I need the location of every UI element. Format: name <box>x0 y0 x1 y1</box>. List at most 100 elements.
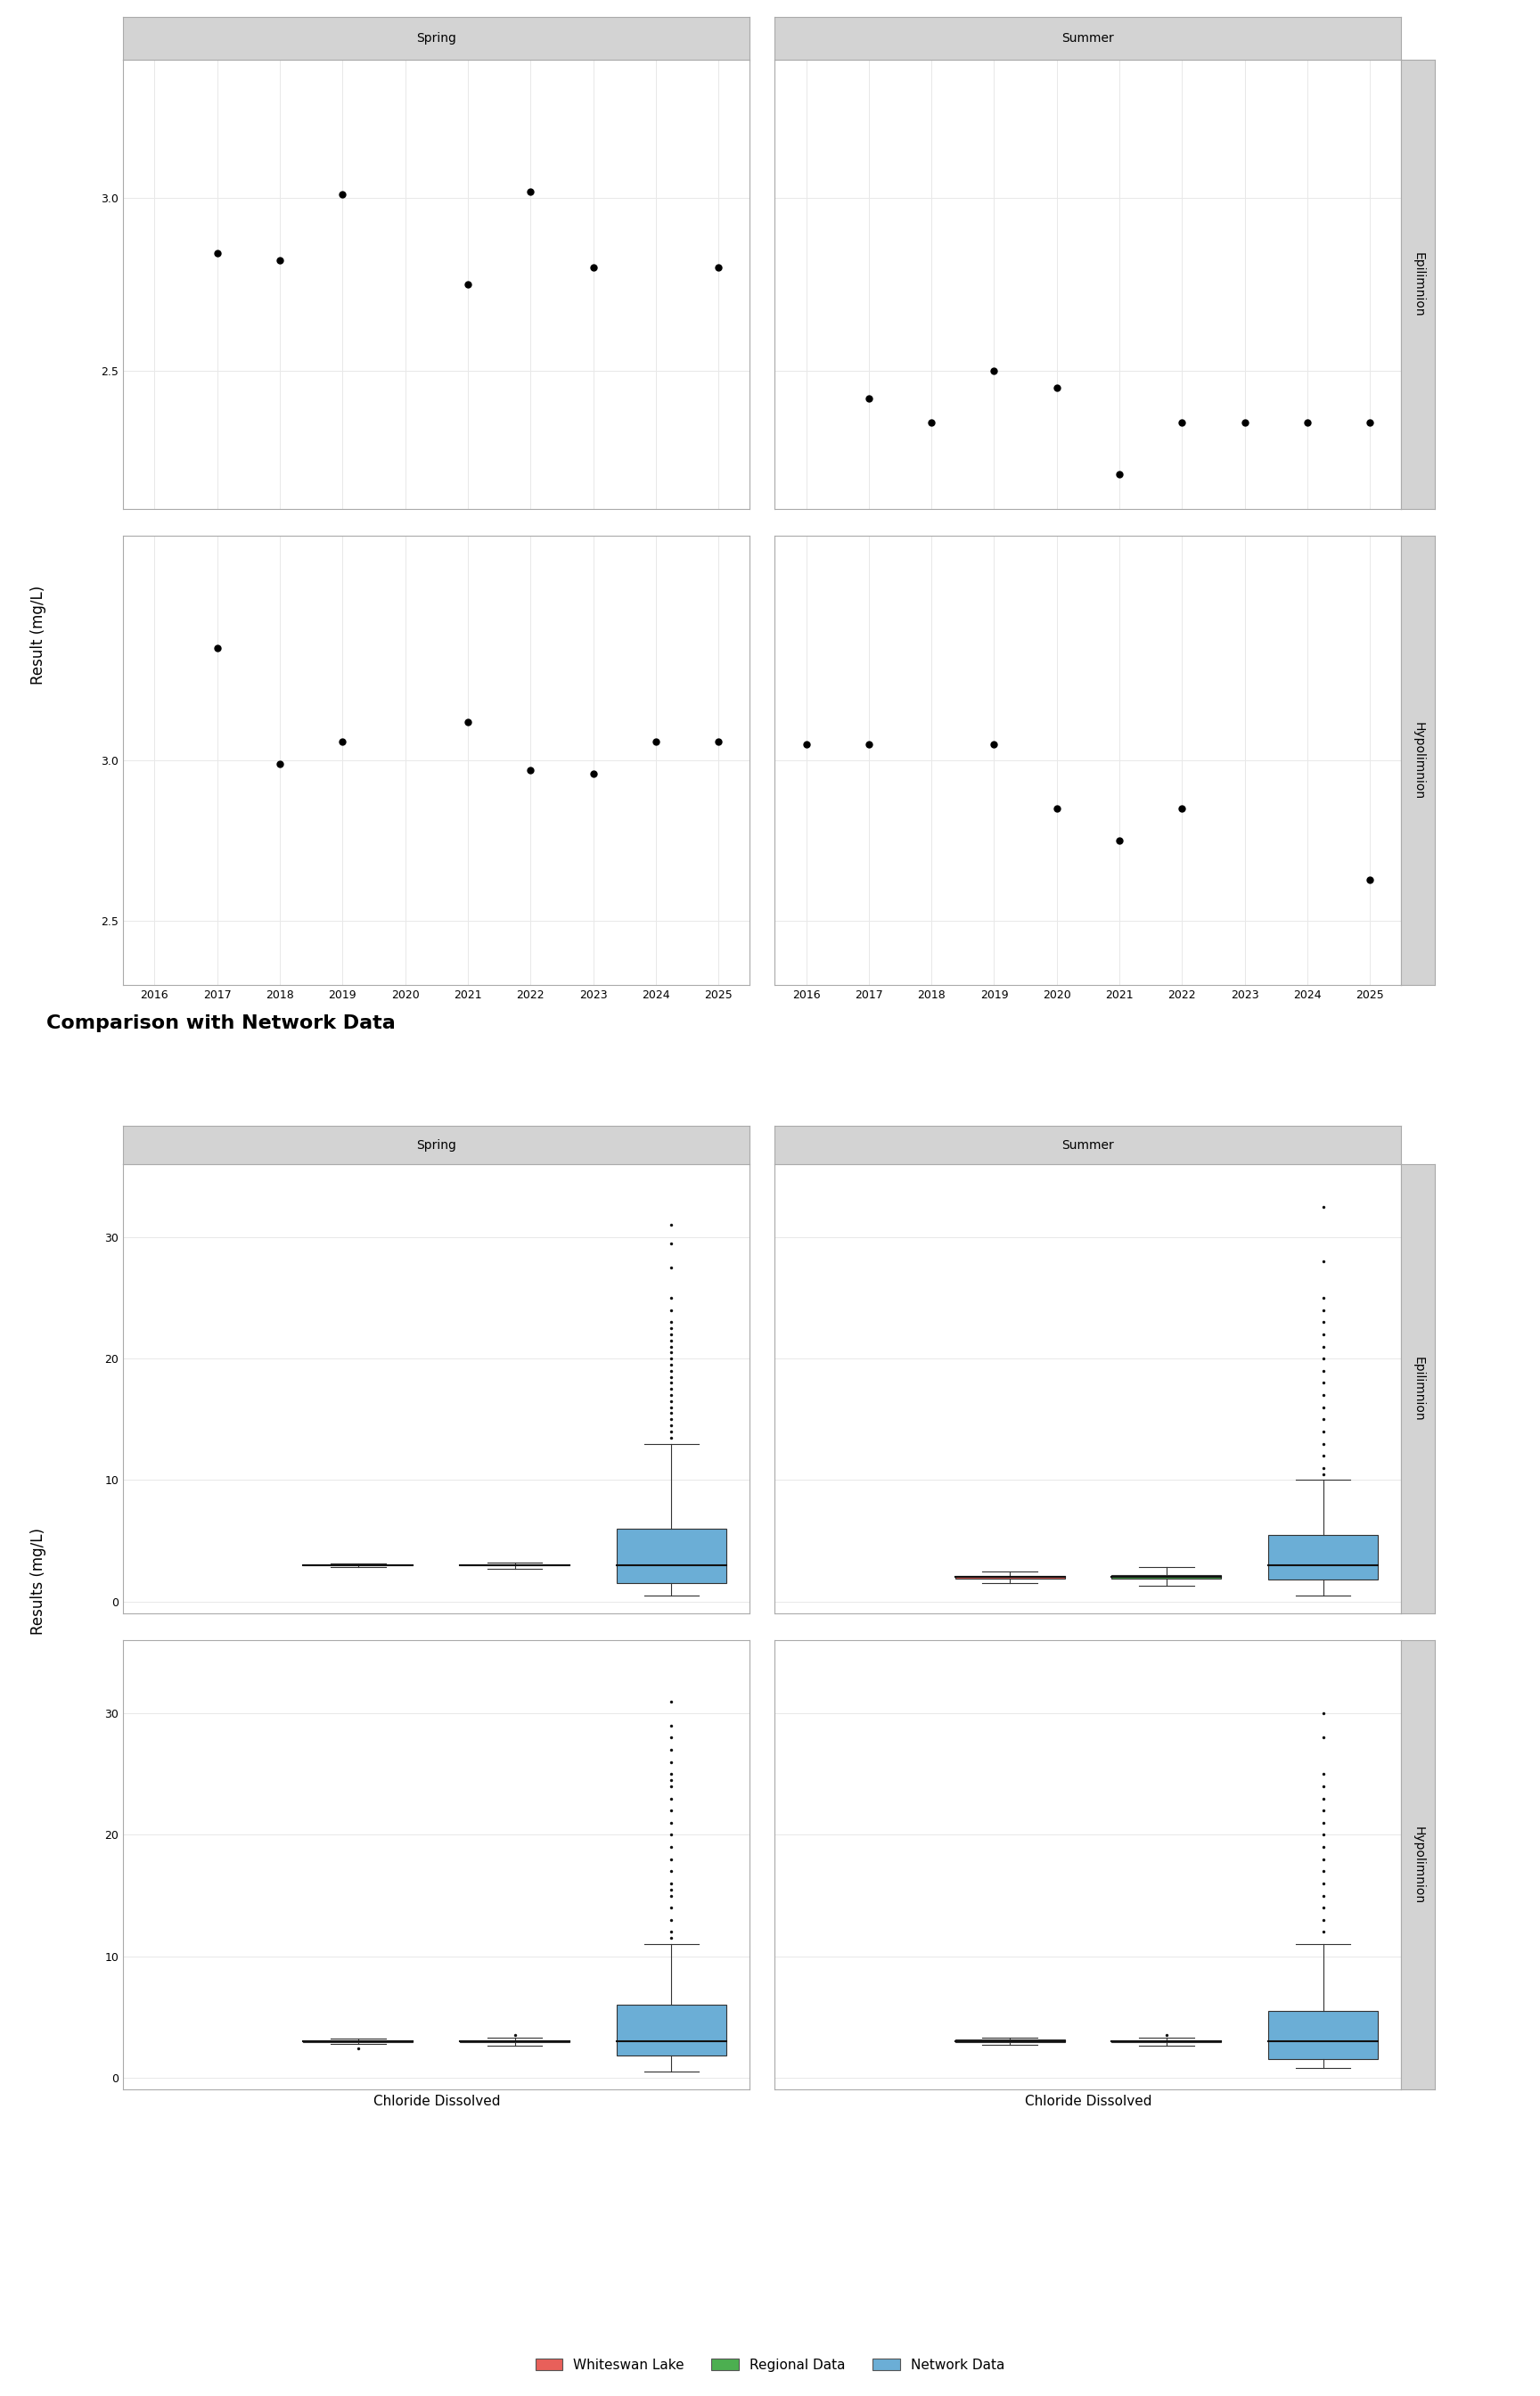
Point <box>205 630 229 668</box>
Point <box>1311 1816 1335 1855</box>
Point <box>1311 1399 1335 1438</box>
Text: Spring: Spring <box>416 31 456 46</box>
Point <box>1358 403 1383 441</box>
Point <box>659 1730 684 1768</box>
Point <box>1295 403 1320 441</box>
Text: Summer: Summer <box>1063 31 1115 46</box>
Point <box>1044 791 1069 829</box>
Point <box>659 1411 684 1450</box>
Point <box>659 1315 684 1354</box>
Point <box>1232 403 1257 441</box>
Point <box>330 175 354 213</box>
Point <box>856 379 881 417</box>
Point <box>659 1279 684 1318</box>
Point <box>1044 369 1069 407</box>
Point <box>1311 1828 1335 1866</box>
Point <box>1311 1279 1335 1318</box>
Point <box>659 1308 684 1347</box>
Text: Result (mg/L): Result (mg/L) <box>31 585 46 685</box>
Bar <box>460 2039 570 2041</box>
Point <box>1311 1840 1335 1878</box>
Point <box>659 1706 684 1744</box>
Point <box>1311 1888 1335 1926</box>
Point <box>659 1888 684 1926</box>
Point <box>659 1792 684 1831</box>
Point <box>1170 791 1195 829</box>
Bar <box>955 1577 1064 1579</box>
Point <box>502 2015 527 2053</box>
Legend: Whiteswan Lake, Regional Data, Network Data: Whiteswan Lake, Regional Data, Network D… <box>530 2353 1010 2377</box>
Point <box>1311 1694 1335 1732</box>
Point <box>919 403 944 441</box>
X-axis label: Chloride Dissolved: Chloride Dissolved <box>373 2094 501 2108</box>
Bar <box>1112 1574 1221 1579</box>
Point <box>659 1406 684 1445</box>
Bar <box>1269 2010 1378 2061</box>
Point <box>856 726 881 764</box>
Text: Spring: Spring <box>416 1138 456 1152</box>
Point <box>659 1387 684 1426</box>
Point <box>1153 2015 1178 2053</box>
Point <box>1311 1426 1335 1464</box>
Point <box>707 249 732 288</box>
Point <box>1311 1411 1335 1450</box>
Point <box>659 1754 684 1792</box>
Point <box>1311 1339 1335 1378</box>
Text: Hypolimnion: Hypolimnion <box>1412 721 1424 800</box>
Point <box>1358 860 1383 898</box>
Point <box>659 1394 684 1433</box>
Point <box>659 1382 684 1421</box>
X-axis label: Chloride Dissolved: Chloride Dissolved <box>1024 2094 1152 2108</box>
Point <box>659 1347 684 1385</box>
Bar <box>616 1529 727 1584</box>
Point <box>1311 1303 1335 1342</box>
Point <box>659 1768 684 1807</box>
Point <box>659 1828 684 1866</box>
Point <box>330 721 354 760</box>
Point <box>1107 455 1132 494</box>
Point <box>659 1864 684 1902</box>
Point <box>268 242 293 280</box>
Text: Epilimnion: Epilimnion <box>1412 252 1424 316</box>
Point <box>793 726 818 764</box>
Point <box>659 1816 684 1855</box>
Point <box>659 1840 684 1878</box>
Point <box>659 1359 684 1397</box>
Point <box>659 1682 684 1720</box>
Bar <box>616 2005 727 2056</box>
Point <box>1311 1780 1335 1819</box>
Point <box>659 1248 684 1287</box>
Point <box>659 1351 684 1390</box>
Point <box>1311 1375 1335 1414</box>
Point <box>1311 1315 1335 1354</box>
Point <box>659 1320 684 1359</box>
Point <box>581 249 605 288</box>
Bar <box>955 2039 1064 2041</box>
Point <box>659 1399 684 1438</box>
Point <box>1311 1241 1335 1279</box>
Point <box>1311 1900 1335 1938</box>
Point <box>1311 1864 1335 1902</box>
Point <box>659 1900 684 1938</box>
Point <box>268 745 293 783</box>
Point <box>659 1371 684 1409</box>
Point <box>1311 1188 1335 1227</box>
Text: Epilimnion: Epilimnion <box>1412 1356 1424 1421</box>
Point <box>1311 1718 1335 1756</box>
Point <box>1311 1387 1335 1426</box>
Point <box>659 1780 684 1819</box>
Point <box>983 352 1007 391</box>
Point <box>517 173 542 211</box>
Point <box>659 1871 684 1910</box>
Point <box>659 1205 684 1244</box>
Point <box>1311 1327 1335 1366</box>
Point <box>659 1327 684 1366</box>
Point <box>659 1375 684 1414</box>
Point <box>659 1418 684 1457</box>
Point <box>1311 1754 1335 1792</box>
Point <box>1107 822 1132 860</box>
Point <box>346 2029 371 2068</box>
Point <box>1311 1792 1335 1831</box>
Point <box>1311 1450 1335 1488</box>
Point <box>659 1363 684 1402</box>
